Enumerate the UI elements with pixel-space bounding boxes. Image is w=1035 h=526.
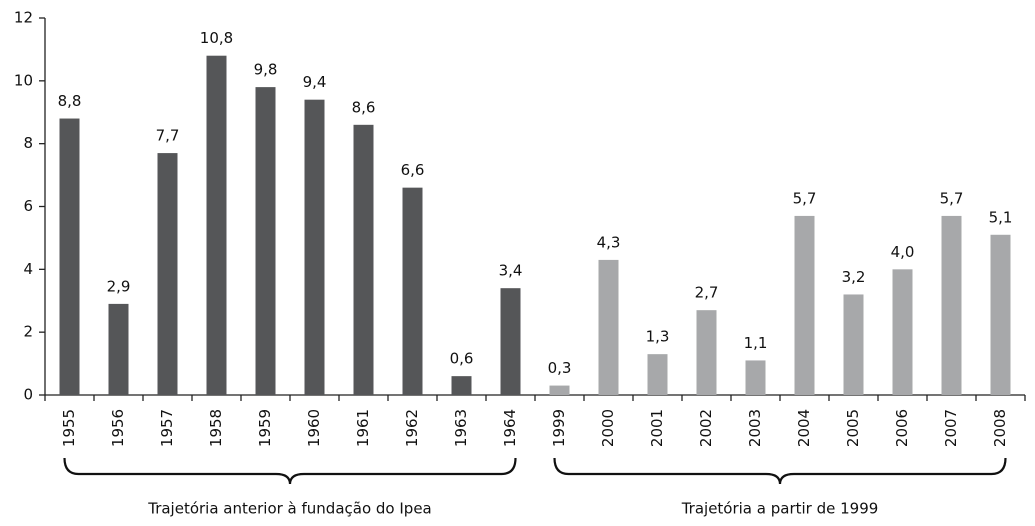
bar <box>59 118 80 396</box>
value-label: 5,7 <box>940 189 964 207</box>
bar <box>304 99 325 395</box>
value-label: 4,0 <box>891 243 915 261</box>
value-label: 8,8 <box>58 92 82 110</box>
bar <box>206 55 227 395</box>
x-tick-label: 2004 <box>795 409 813 447</box>
x-tick-label: 2000 <box>599 409 617 447</box>
group-label: Trajetória a partir de 1999 <box>681 500 879 518</box>
value-label: 8,6 <box>352 98 376 116</box>
x-tick-label: 2007 <box>942 409 960 447</box>
bar <box>157 153 178 395</box>
bar <box>892 269 913 395</box>
x-tick-label: 2008 <box>991 409 1009 447</box>
x-tick-label: 1960 <box>305 409 323 447</box>
value-label: 2,9 <box>107 277 131 295</box>
x-tick-label: 2003 <box>746 409 764 447</box>
value-label: 7,7 <box>156 127 180 145</box>
x-tick-label: 2005 <box>844 409 862 447</box>
value-label: 6,6 <box>401 161 425 179</box>
x-tick-label: 1963 <box>452 409 470 447</box>
bar <box>500 288 521 395</box>
x-tick-label: 1958 <box>207 409 225 447</box>
x-tick-label: 1964 <box>501 409 519 447</box>
value-label: 3,2 <box>842 268 866 286</box>
x-tick-label: 2001 <box>648 409 666 447</box>
x-tick-label: 2006 <box>893 409 911 447</box>
y-tick-label: 10 <box>14 71 33 89</box>
x-tick-label: 1959 <box>256 409 274 447</box>
value-label: 9,8 <box>254 61 278 79</box>
value-label: 3,4 <box>499 262 523 280</box>
bar <box>647 354 668 395</box>
y-tick-label: 4 <box>23 260 33 278</box>
y-tick-label: 2 <box>23 323 33 341</box>
y-tick-label: 12 <box>14 9 33 27</box>
bar <box>941 215 962 395</box>
bar <box>451 376 472 395</box>
bar <box>745 360 766 395</box>
value-label: 5,7 <box>793 189 817 207</box>
value-label: 2,7 <box>695 284 719 302</box>
value-label: 4,3 <box>597 233 621 251</box>
value-label: 10,8 <box>200 29 233 47</box>
bar <box>598 259 619 395</box>
value-label: 1,1 <box>744 334 768 352</box>
x-tick-label: 1956 <box>109 409 127 447</box>
x-tick-label: 1962 <box>403 409 421 447</box>
x-tick-label: 1955 <box>60 409 78 447</box>
group-brace <box>553 457 1007 485</box>
y-tick-label: 8 <box>23 134 33 152</box>
bar <box>843 294 864 395</box>
bar <box>402 187 423 395</box>
group-label: Trajetória anterior à fundação do Ipea <box>147 500 432 518</box>
value-label: 0,6 <box>450 350 474 368</box>
value-label: 1,3 <box>646 328 670 346</box>
value-label: 5,1 <box>989 208 1013 226</box>
bar <box>549 385 570 395</box>
bar <box>353 124 374 396</box>
bar <box>794 215 815 395</box>
bar <box>108 303 129 395</box>
bar <box>990 234 1011 395</box>
x-tick-label: 1999 <box>550 409 568 447</box>
y-tick-label: 0 <box>23 386 33 404</box>
bar <box>696 310 717 395</box>
value-label: 0,3 <box>548 359 572 377</box>
bar <box>255 87 276 395</box>
y-tick-label: 6 <box>23 197 33 215</box>
x-tick-label: 2002 <box>697 409 715 447</box>
value-label: 9,4 <box>303 73 327 91</box>
x-tick-label: 1961 <box>354 409 372 447</box>
x-tick-label: 1957 <box>158 409 176 447</box>
group-brace <box>63 457 517 485</box>
